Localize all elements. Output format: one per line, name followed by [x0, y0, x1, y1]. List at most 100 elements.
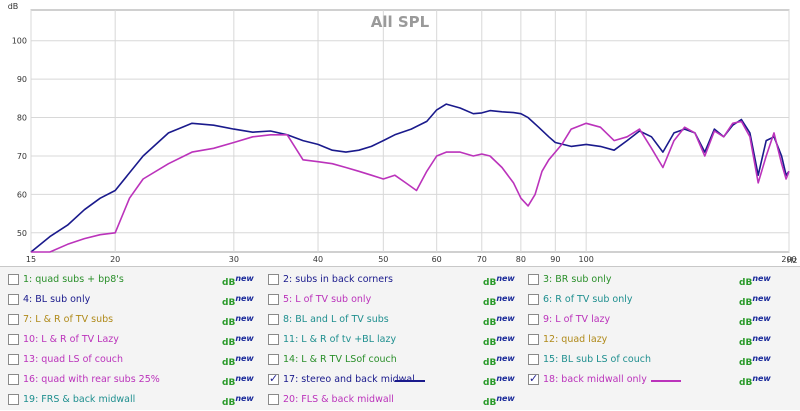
- measurement-label[interactable]: 16: quad with rear subs 25%: [23, 374, 160, 385]
- dbnew-link[interactable]: dBnew: [222, 273, 254, 289]
- legend-item: 4: BL sub only dBnew: [8, 291, 262, 311]
- measurement-checkbox[interactable]: [268, 334, 279, 345]
- measurement-label[interactable]: 11: L & R of tv +BL lazy: [283, 334, 397, 345]
- measurement-checkbox[interactable]: [528, 354, 539, 365]
- dbnew-new-text: new: [752, 294, 771, 303]
- spl-chart-panel: 50 60 70 80 90 100 15 20 30 40 50 60 70 80 90 100 200 A…: [7, 2, 798, 265]
- measurement-label[interactable]: 1: quad subs + bp8's: [23, 274, 124, 285]
- measurement-label[interactable]: 14: L & R TV LSof couch: [283, 354, 397, 365]
- measurement-checkbox[interactable]: [268, 274, 279, 285]
- dbnew-new-text: new: [235, 354, 254, 363]
- x-tick-label: 90: [550, 255, 560, 264]
- dbnew-link[interactable]: dBnew: [483, 313, 515, 329]
- dbnew-link[interactable]: dBnew: [739, 293, 771, 309]
- measurement-checkbox[interactable]: [268, 372, 279, 386]
- measurement-label[interactable]: 2: subs in back corners: [283, 274, 394, 285]
- dbnew-link[interactable]: dBnew: [222, 393, 254, 409]
- measurement-checkbox[interactable]: [528, 294, 539, 305]
- dbnew-db-text: dB: [222, 358, 236, 368]
- x-tick-label: 200: [781, 255, 796, 264]
- measurement-label[interactable]: 13: quad LS of couch: [23, 354, 124, 365]
- measurement-label[interactable]: 3: BR sub only: [543, 274, 612, 285]
- measurement-label[interactable]: 8: BL and L of TV subs: [283, 314, 389, 325]
- dbnew-link[interactable]: dBnew: [739, 313, 771, 329]
- series-color-swatch: [395, 380, 425, 382]
- dbnew-db-text: dB: [222, 378, 236, 388]
- measurement-checkbox[interactable]: [8, 374, 19, 385]
- dbnew-link[interactable]: dBnew: [483, 273, 515, 289]
- dbnew-new-text: new: [496, 374, 515, 383]
- dbnew-new-text: new: [496, 314, 515, 323]
- x-tick-label: 40: [313, 255, 323, 264]
- dbnew-link[interactable]: dBnew: [483, 393, 515, 409]
- dbnew-link[interactable]: dBnew: [483, 353, 515, 369]
- measurement-checkbox[interactable]: [8, 334, 19, 345]
- measurement-label[interactable]: 18: back midwall only: [543, 374, 647, 385]
- legend-row: 4: BL sub only dBnew 5: L of TV sub only dB…: [0, 291, 800, 311]
- legend-item: 11: L & R of tv +BL lazy dBnew: [268, 331, 523, 351]
- x-tick-label: 70: [477, 255, 487, 264]
- dbnew-link[interactable]: dBnew: [222, 313, 254, 329]
- measurement-checkbox[interactable]: [528, 314, 539, 325]
- legend-item: 6: R of TV sub only dBnew: [528, 291, 779, 311]
- measurement-label[interactable]: 17: stereo and back midwal: [283, 374, 415, 385]
- measurement-label[interactable]: 12: quad lazy: [543, 334, 608, 345]
- measurement-checkbox[interactable]: [8, 394, 19, 405]
- dbnew-new-text: new: [496, 334, 515, 343]
- measurement-label[interactable]: 15: BL sub LS of couch: [543, 354, 651, 365]
- dbnew-link[interactable]: dBnew: [739, 373, 771, 389]
- measurement-checkbox[interactable]: [268, 394, 279, 405]
- dbnew-db-text: dB: [222, 338, 236, 348]
- legend-item: 14: L & R TV LSof couch dBnew: [268, 351, 523, 371]
- dbnew-link[interactable]: dBnew: [739, 353, 771, 369]
- dbnew-db-text: dB: [739, 298, 753, 308]
- series-line-2: [31, 120, 790, 253]
- dbnew-db-text: dB: [483, 338, 497, 348]
- measurement-label[interactable]: 6: R of TV sub only: [543, 294, 633, 305]
- measurement-checkbox[interactable]: [8, 294, 19, 305]
- legend-item: 13: quad LS of couch dBnew: [8, 351, 262, 371]
- measurement-checkbox[interactable]: [528, 334, 539, 345]
- dbnew-link[interactable]: dBnew: [483, 333, 515, 349]
- dbnew-db-text: dB: [739, 278, 753, 288]
- dbnew-link[interactable]: dBnew: [483, 373, 515, 389]
- dbnew-link[interactable]: dBnew: [739, 333, 771, 349]
- dbnew-link[interactable]: dBnew: [483, 293, 515, 309]
- y-axis-label: dB: [8, 2, 19, 11]
- legend-item: 19: FRS & back midwall dBnew: [8, 391, 262, 411]
- dbnew-link[interactable]: dBnew: [222, 373, 254, 389]
- measurement-label[interactable]: 5: L of TV sub only: [283, 294, 372, 305]
- measurement-label[interactable]: 10: L & R of TV Lazy: [23, 334, 119, 345]
- legend-row: 7: L & R of TV subs dBnew 8: BL and L of T…: [0, 311, 800, 331]
- measurement-checkbox[interactable]: [268, 314, 279, 325]
- measurement-label[interactable]: 9: L of TV lazy: [543, 314, 611, 325]
- measurement-label[interactable]: 4: BL sub only: [23, 294, 91, 305]
- measurement-checkbox[interactable]: [528, 274, 539, 285]
- dbnew-new-text: new: [752, 274, 771, 283]
- measurement-label[interactable]: 7: L & R of TV subs: [23, 314, 114, 325]
- measurement-checkbox[interactable]: [268, 294, 279, 305]
- dbnew-db-text: dB: [483, 358, 497, 368]
- measurement-checkbox[interactable]: [8, 274, 19, 285]
- x-tick-label: 60: [432, 255, 442, 264]
- legend-item: 9: L of TV lazy dBnew: [528, 311, 779, 331]
- measurement-label[interactable]: 19: FRS & back midwall: [23, 394, 136, 405]
- dbnew-link[interactable]: dBnew: [739, 273, 771, 289]
- dbnew-new-text: new: [752, 334, 771, 343]
- dbnew-link[interactable]: dBnew: [222, 333, 254, 349]
- measurement-checkbox[interactable]: [268, 354, 279, 365]
- dbnew-db-text: dB: [483, 378, 497, 388]
- dbnew-new-text: new: [235, 394, 254, 403]
- measurement-checkbox[interactable]: [528, 372, 539, 386]
- dbnew-link[interactable]: dBnew: [222, 353, 254, 369]
- legend-item: 12: quad lazy dBnew: [528, 331, 779, 351]
- dbnew-link[interactable]: dBnew: [222, 293, 254, 309]
- legend-row: 10: L & R of TV Lazy dBnew 11: L & R of tv…: [0, 331, 800, 351]
- measurement-label[interactable]: 20: FLS & back midwall: [283, 394, 394, 405]
- legend-item: 10: L & R of TV Lazy dBnew: [8, 331, 262, 351]
- legend-item: 16: quad with rear subs 25% dBnew: [8, 371, 262, 391]
- dbnew-new-text: new: [496, 294, 515, 303]
- measurement-checkbox[interactable]: [8, 314, 19, 325]
- measurement-checkbox[interactable]: [8, 354, 19, 365]
- dbnew-db-text: dB: [483, 398, 497, 408]
